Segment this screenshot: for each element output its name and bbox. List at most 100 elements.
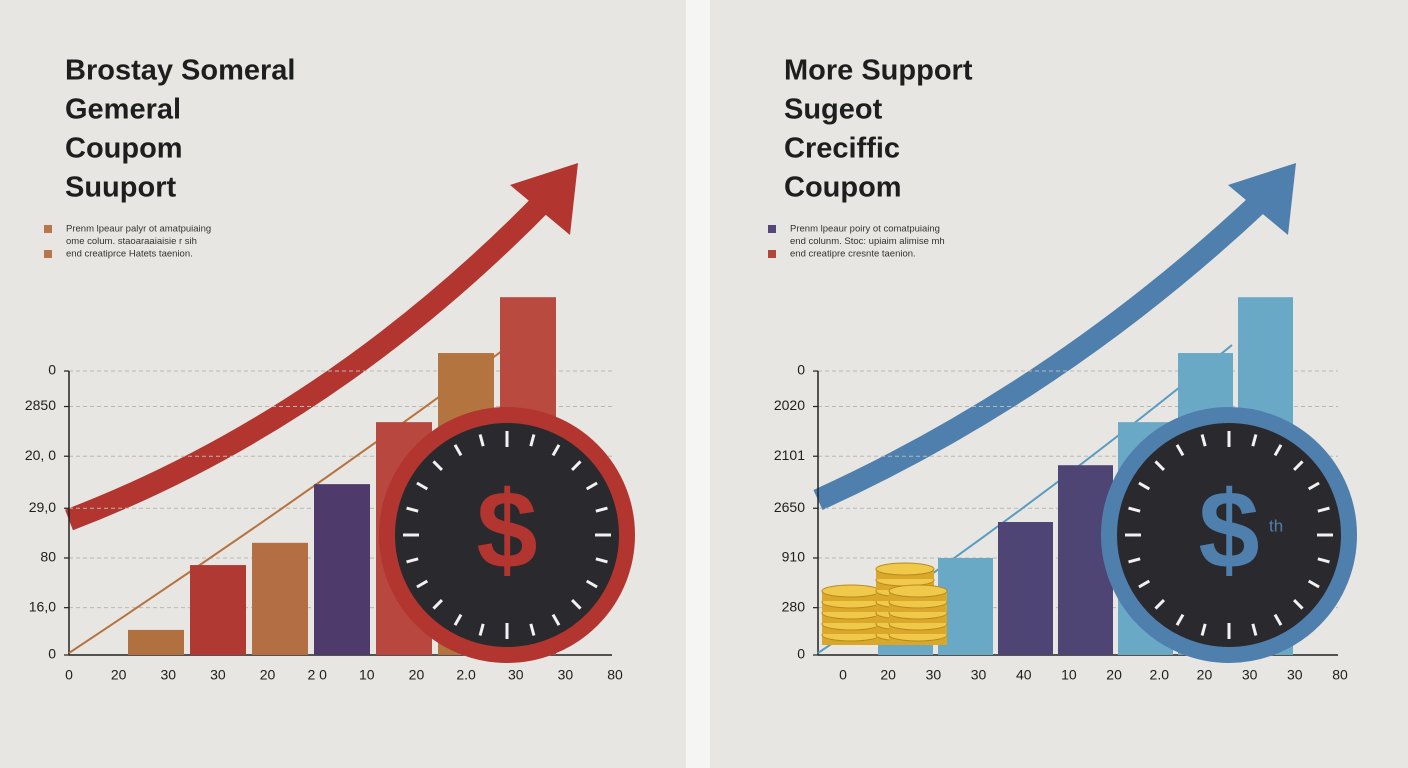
badge-ring xyxy=(379,407,635,663)
clock-tick xyxy=(416,481,429,491)
trend-arrow xyxy=(813,191,1270,511)
clock-tick xyxy=(1138,481,1151,491)
bar xyxy=(190,565,246,655)
clock-tick xyxy=(1128,557,1141,564)
x-tick-label: 30 xyxy=(210,667,226,683)
badge-symbol: $ xyxy=(476,469,537,592)
clock-tick xyxy=(570,460,582,472)
title-line: Gemeral xyxy=(65,94,181,126)
x-tick-label: 0 xyxy=(839,667,847,683)
y-tick-label: 2101 xyxy=(774,447,805,463)
note-swatch xyxy=(768,225,776,233)
clock-tick xyxy=(1154,460,1166,472)
note-text: end colunm. Stoc: upiaim alimise mh xyxy=(790,236,945,247)
clock-tick xyxy=(406,557,419,564)
x-tick-label: 20 xyxy=(1106,667,1122,683)
x-tick-label: 2 0 xyxy=(307,667,327,683)
badge-suffix: th xyxy=(1269,516,1283,535)
clock-tick xyxy=(585,579,598,589)
y-tick-label: 0 xyxy=(797,362,805,378)
clock-tick xyxy=(1128,506,1141,513)
clock-tick xyxy=(1317,506,1330,513)
clock-tick xyxy=(416,579,429,589)
clock-tick xyxy=(551,444,561,457)
x-tick-label: 20 xyxy=(1197,667,1213,683)
trend-arrow xyxy=(65,192,553,531)
clock-tick xyxy=(1200,623,1207,636)
bar xyxy=(314,484,370,655)
x-tick-label: 30 xyxy=(926,667,942,683)
clock-tick xyxy=(1317,557,1330,564)
x-tick-label: 10 xyxy=(1061,667,1077,683)
bar xyxy=(252,542,308,655)
x-tick-label: 30 xyxy=(558,667,574,683)
x-tick-label: 2.0 xyxy=(1150,667,1170,683)
clock-tick xyxy=(1292,460,1304,472)
clock-tick xyxy=(585,481,598,491)
x-tick-label: 30 xyxy=(160,667,176,683)
clock-tick xyxy=(432,598,444,610)
y-tick-label: 0 xyxy=(797,646,805,662)
clock-tick xyxy=(529,623,536,636)
y-tick-label: 280 xyxy=(782,598,806,614)
y-tick-label: 29,0 xyxy=(29,499,56,515)
x-tick-label: 2.0 xyxy=(456,667,476,683)
clock-tick xyxy=(1175,613,1185,626)
clock-tick xyxy=(478,623,485,636)
note-text: Prenm lpeaur poiry ot comatpuiaing xyxy=(790,224,940,235)
x-tick-label: 0 xyxy=(65,667,73,683)
x-tick-label: 40 xyxy=(1016,667,1032,683)
title-line: Coupom xyxy=(65,133,183,165)
clock-tick xyxy=(453,613,463,626)
badge-ring xyxy=(1101,407,1357,663)
coins xyxy=(821,562,948,645)
clock-tick xyxy=(1138,579,1151,589)
title-line: More Support xyxy=(784,55,973,87)
y-tick-label: 80 xyxy=(40,549,56,565)
title-line: Coupom xyxy=(784,172,902,204)
clock-tick xyxy=(478,434,485,447)
clock-tick xyxy=(1251,623,1258,636)
note-text: Prenm lpeaur palyr ot amatpuiaing xyxy=(66,224,211,235)
clock-tick xyxy=(1292,598,1304,610)
y-tick-label: 2650 xyxy=(774,499,805,515)
coin xyxy=(875,562,935,576)
badge-symbol: $ xyxy=(1198,469,1259,592)
note-swatch xyxy=(44,250,52,258)
arrow-head xyxy=(1228,163,1296,235)
note-text: end creatipre cresnte taenion. xyxy=(790,249,916,260)
clock-tick xyxy=(595,557,608,564)
coin xyxy=(888,584,948,598)
clock-tick xyxy=(406,506,419,513)
clock-tick xyxy=(570,598,582,610)
clock-tick xyxy=(1307,481,1320,491)
x-tick-label: 30 xyxy=(1287,667,1303,683)
y-tick-label: 910 xyxy=(782,549,806,565)
x-tick-label: 20 xyxy=(409,667,425,683)
y-tick-label: 2850 xyxy=(25,397,56,413)
y-tick-label: 0 xyxy=(48,646,56,662)
x-tick-label: 30 xyxy=(508,667,524,683)
clock-tick xyxy=(453,444,463,457)
clock-tick xyxy=(1175,444,1185,457)
x-tick-label: 10 xyxy=(359,667,375,683)
x-tick-label: 20 xyxy=(880,667,896,683)
bar xyxy=(128,629,184,655)
clock-tick xyxy=(1273,444,1283,457)
clock-tick xyxy=(595,506,608,513)
title-line: Creciffic xyxy=(784,133,900,165)
bar xyxy=(998,522,1053,655)
clock-tick xyxy=(1273,613,1283,626)
x-tick-label: 30 xyxy=(971,667,987,683)
clock-tick xyxy=(1154,598,1166,610)
note-swatch xyxy=(44,225,52,233)
clock-tick xyxy=(1251,434,1258,447)
bar xyxy=(938,557,993,655)
x-tick-label: 20 xyxy=(111,667,127,683)
coin xyxy=(821,584,881,598)
note-swatch xyxy=(768,250,776,258)
y-tick-label: 2020 xyxy=(774,397,805,413)
note-text: end creatiprce Hatets taenion. xyxy=(66,249,193,260)
clock-tick xyxy=(551,613,561,626)
